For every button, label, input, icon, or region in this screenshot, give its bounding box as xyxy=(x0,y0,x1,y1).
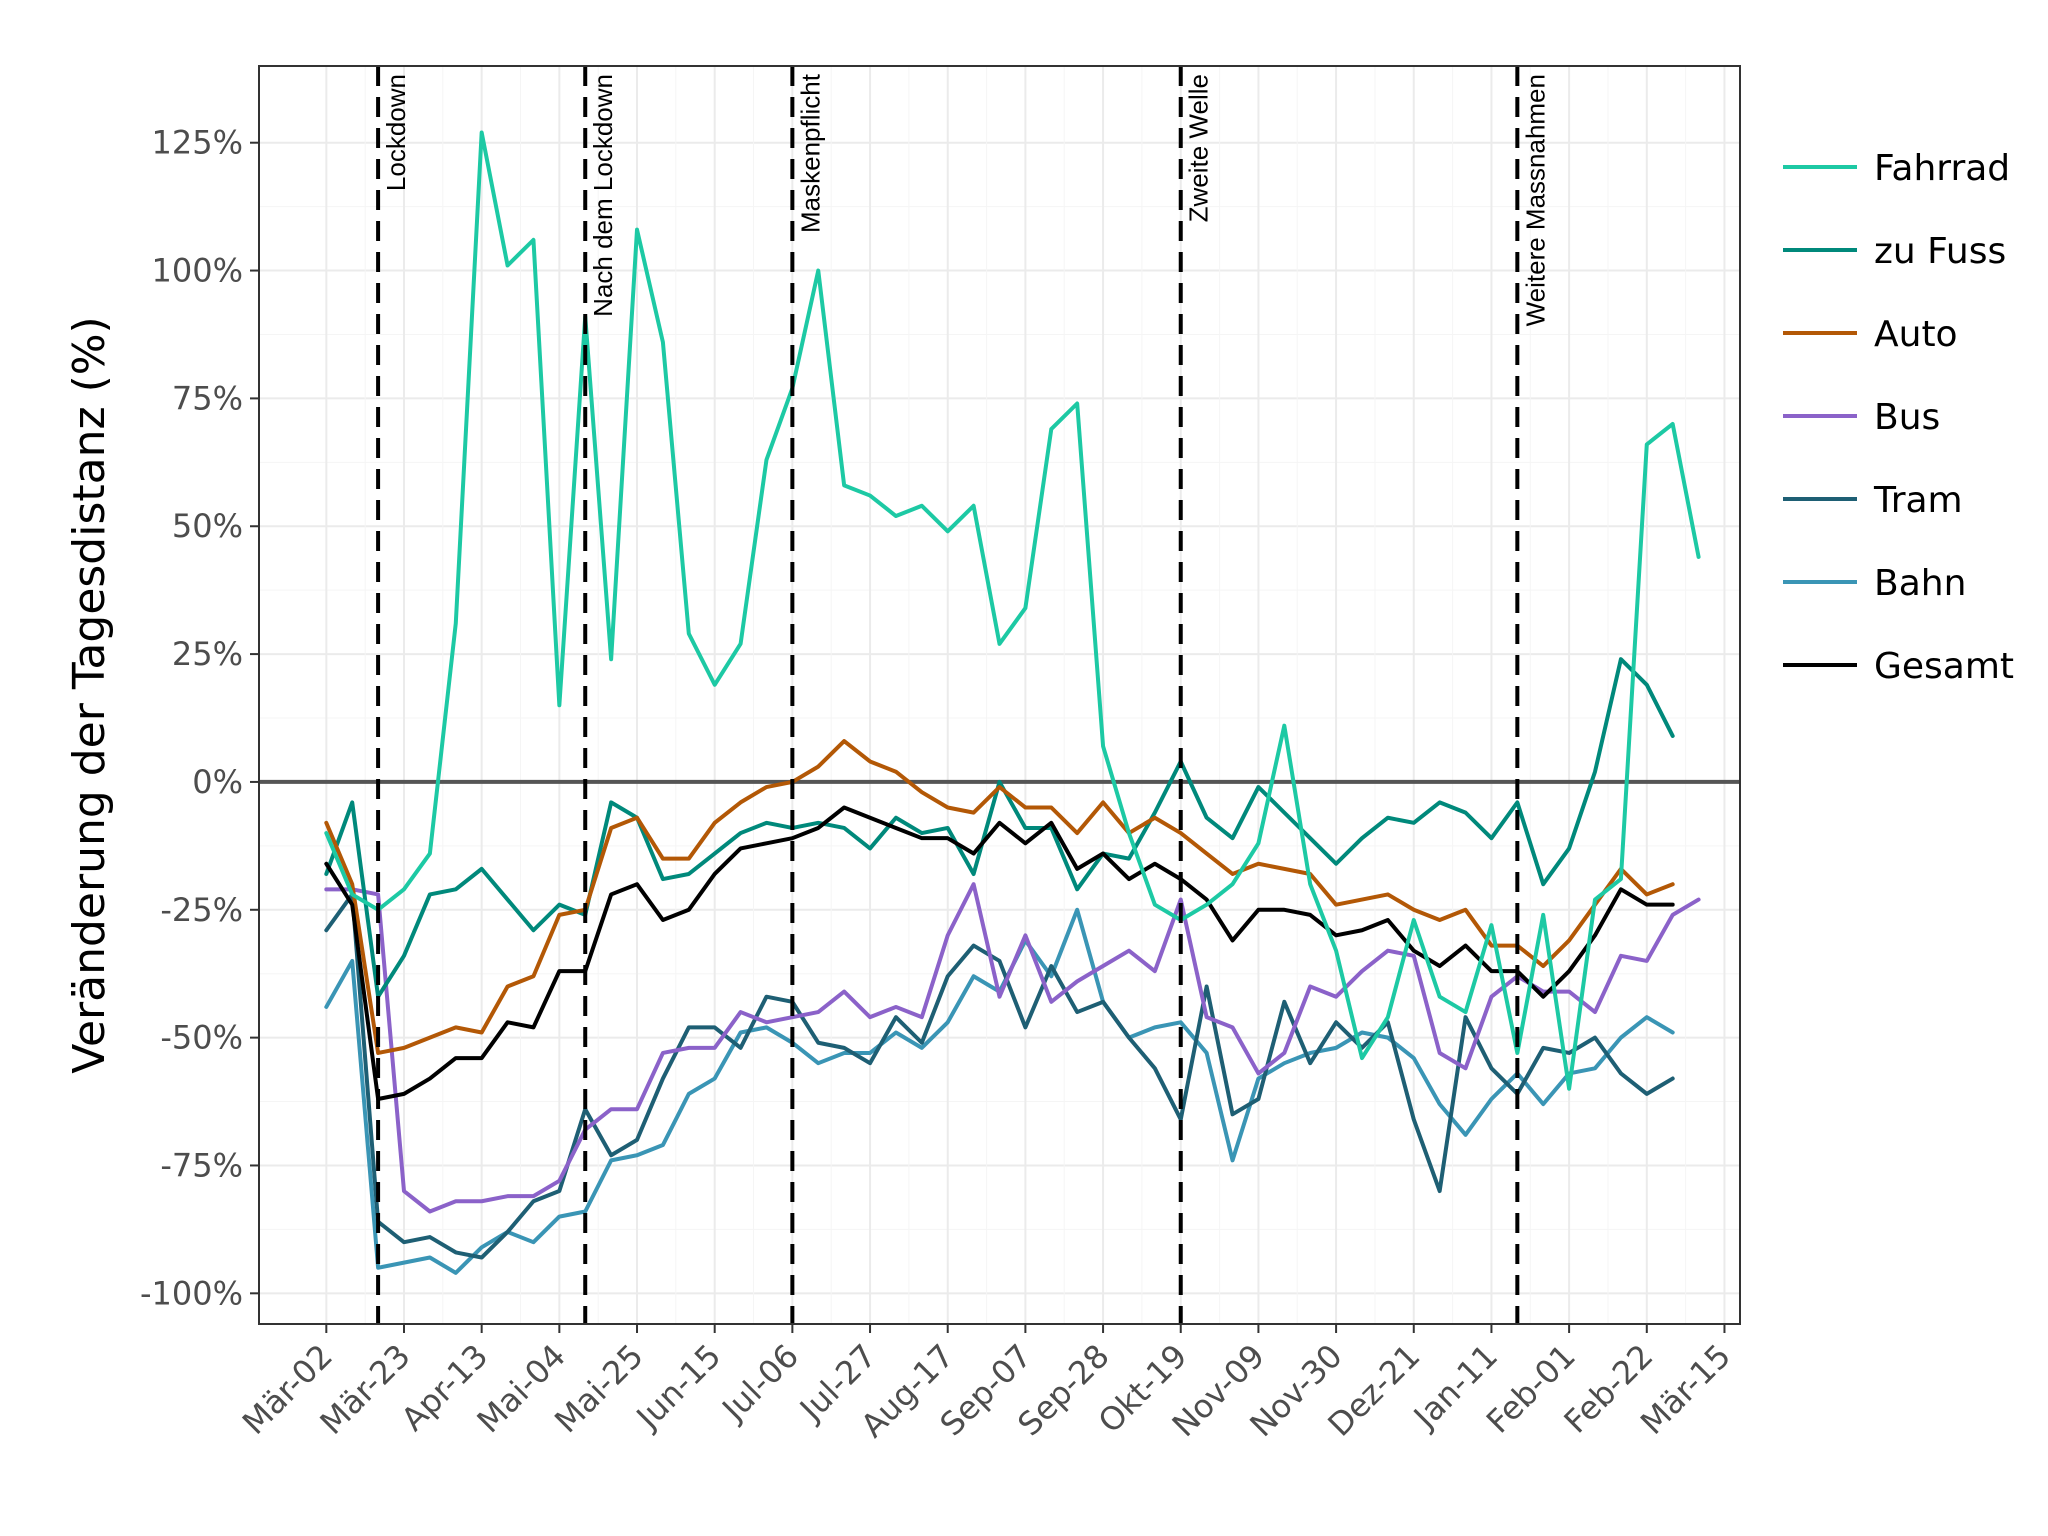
y-tick-label: 0% xyxy=(192,763,243,801)
y-axis: 125% 100% 75% 50% 25% 0% -25% -50% -75% -100% xyxy=(140,124,259,1312)
y-tick-label: 25% xyxy=(172,635,243,673)
plot-border xyxy=(258,65,1741,1325)
y-tick-label: -25% xyxy=(160,891,243,929)
y-tick-label: -50% xyxy=(160,1019,243,1057)
y-tick-label: 125% xyxy=(152,124,243,162)
series-line-auto xyxy=(324,739,1675,1055)
plot-panel xyxy=(259,66,1740,1324)
legend-label-tram: Tram xyxy=(1873,480,1963,521)
x-tick-label: Jun-15 xyxy=(628,1337,729,1438)
y-tick-label: -100% xyxy=(140,1274,243,1312)
legend-label-fahrrad: Fahrrad xyxy=(1874,148,2010,189)
y-tick-label: 75% xyxy=(172,379,243,417)
y-tick-label: 100% xyxy=(152,252,243,290)
event-label: Nach dem Lockdown xyxy=(588,74,618,317)
y-tick-label: 50% xyxy=(172,507,243,545)
event-label: Lockdown xyxy=(381,74,411,191)
series-line-fahrrad xyxy=(324,130,1701,1091)
event-label: Zweite Welle xyxy=(1184,74,1214,222)
series-line-zu-fuss xyxy=(324,657,1675,999)
legend-label-gesamt: Gesamt xyxy=(1874,646,2014,687)
legend-label-bus: Bus xyxy=(1874,397,1940,438)
x-tick-label: Jul-06 xyxy=(713,1337,806,1430)
y-tick-label: -75% xyxy=(160,1146,243,1184)
legend-label-bahn: Bahn xyxy=(1874,563,1966,604)
x-tick-label: Mai-25 xyxy=(547,1337,651,1441)
series-line-bus xyxy=(324,882,1701,1214)
legend: Fahrrad zu Fuss Auto Bus Tram Bahn Gesamt xyxy=(1783,148,2014,687)
y-axis-title: Veränderung der Tagesdistanz (%) xyxy=(64,316,115,1073)
x-axis: Mär-02Mär-23Apr-13Mai-04Mai-25Jun-15Jul-… xyxy=(235,1324,1738,1445)
series-lines xyxy=(324,130,1701,1275)
series-line-gesamt xyxy=(324,805,1675,1101)
legend-label-auto: Auto xyxy=(1874,314,1958,355)
event-label: Weitere Massnahmen xyxy=(1520,74,1550,326)
event-label: Maskenpflicht xyxy=(795,73,825,233)
series-line-tram xyxy=(324,892,1675,1260)
event-markers: Lockdown Nach dem Lockdown Maskenpflicht Zw… xyxy=(376,66,1550,1324)
legend-label-zu-fuss: zu Fuss xyxy=(1874,231,2006,272)
